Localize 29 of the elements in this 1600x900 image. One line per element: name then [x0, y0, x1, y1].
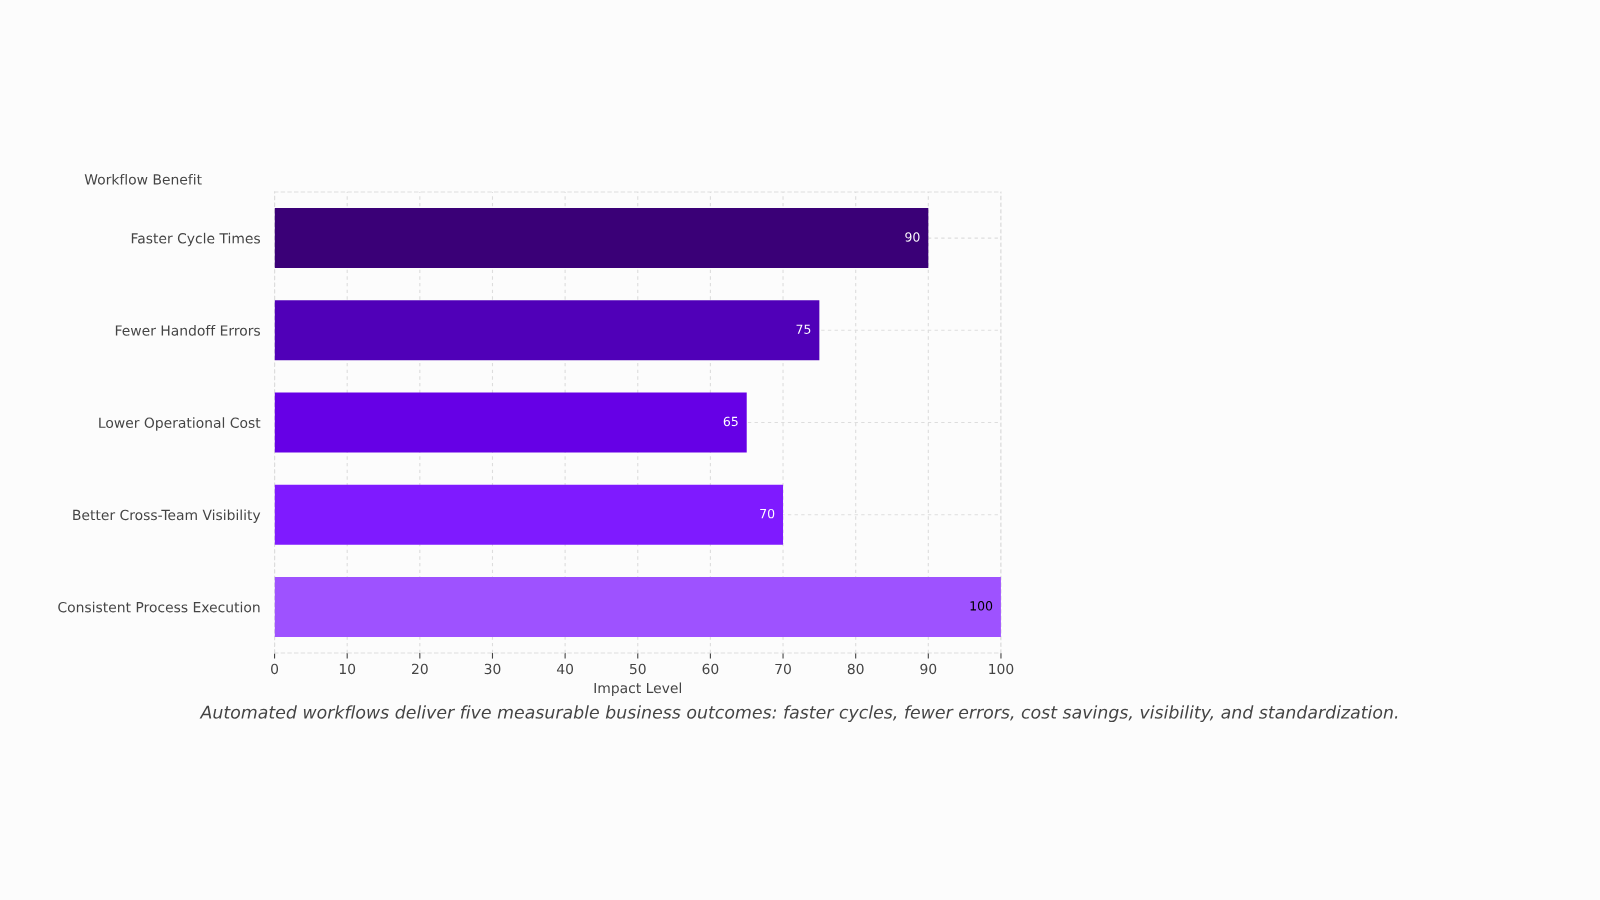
x-tick-label: 10 — [339, 663, 356, 675]
x-tick-label: 20 — [412, 663, 428, 675]
y-tick-label: Better Cross-Team Visibility — [73, 509, 261, 523]
data-label: 70 — [760, 508, 775, 519]
y-tick-label: Consistent Process Execution — [58, 601, 260, 613]
bar — [274, 208, 929, 269]
x-tick-label: 40 — [556, 663, 574, 675]
bar — [274, 392, 747, 453]
y-axis-title: Workflow Benefit — [84, 173, 202, 185]
bar — [274, 300, 820, 361]
y-tick-label: Faster Cycle Times — [131, 232, 260, 247]
y-tick-label: Lower Operational Cost — [99, 417, 261, 431]
x-tick-label: 60 — [702, 663, 719, 675]
x-tick-label: 70 — [775, 663, 791, 675]
data-label: 90 — [905, 232, 920, 242]
data-label: 100 — [970, 601, 993, 611]
x-tick-label: 50 — [630, 663, 646, 675]
x-tick-label: 0 — [271, 663, 279, 675]
bar — [274, 576, 1001, 637]
data-label: 65 — [723, 416, 738, 427]
x-axis-title: Impact Level — [594, 682, 682, 696]
x-tick-label: 90 — [920, 663, 937, 675]
x-tick-label: 80 — [847, 663, 864, 675]
bar — [274, 484, 784, 545]
x-tick-label: 30 — [484, 663, 501, 675]
data-label: 75 — [796, 324, 811, 334]
y-tick-label: Fewer Handoff Errors — [115, 325, 260, 336]
text: Automated workflows deliver five measurable business outcomes: faster cycles, fewer errors, cost savings, visibility, and standardization. — [199, 705, 1398, 723]
x-tick-label: 100 — [989, 663, 1014, 675]
